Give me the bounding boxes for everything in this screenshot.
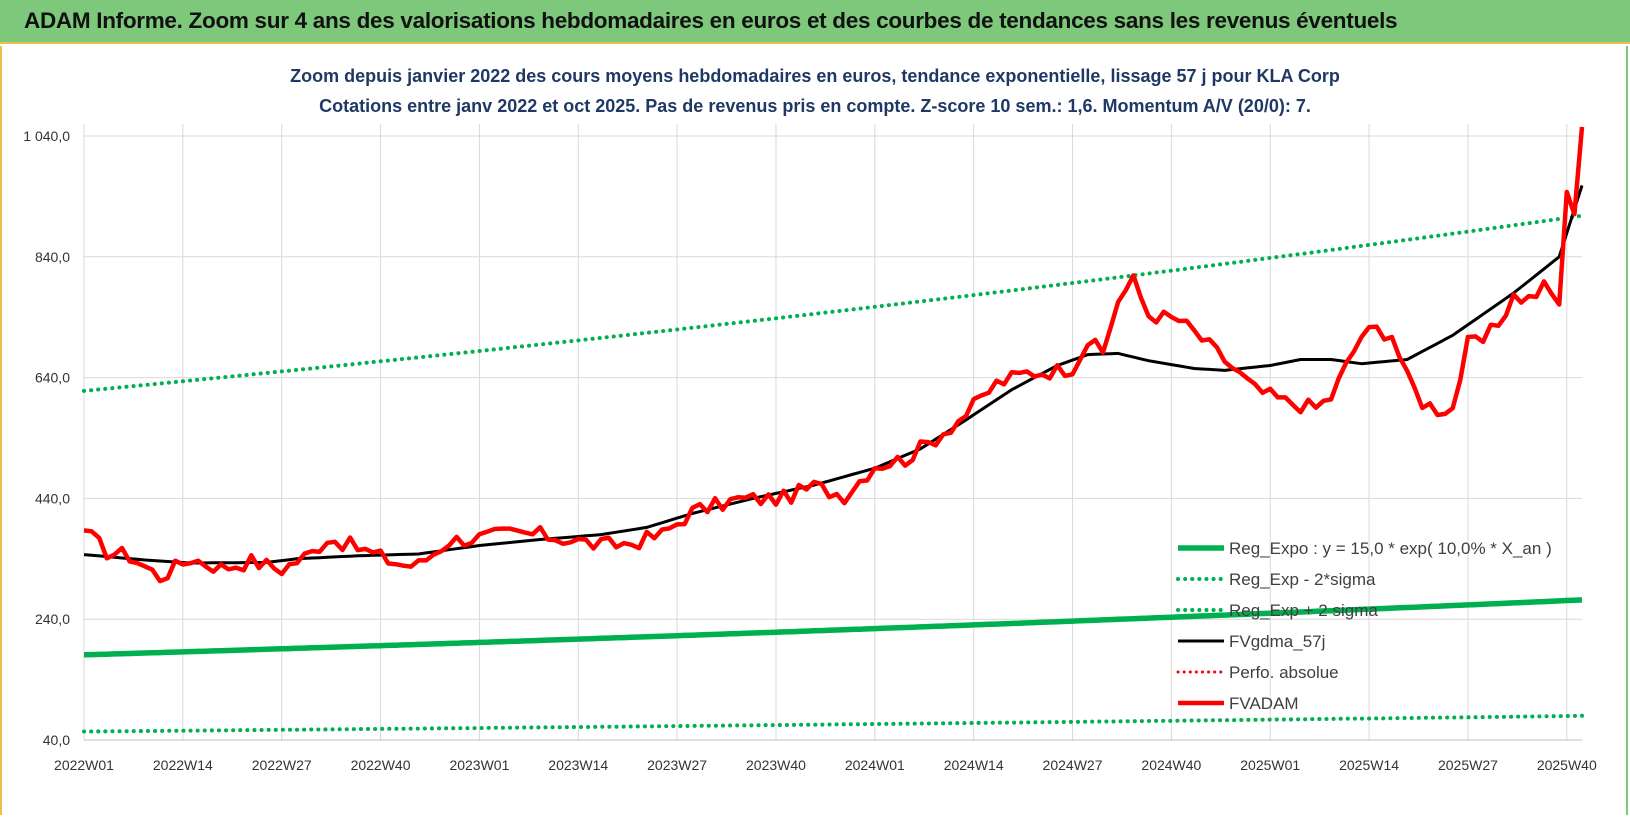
legend: Reg_Expo : y = 15,0 * exp( 10,0% * X_an … — [1176, 539, 1552, 713]
y-tick-label: 40,0 — [43, 732, 70, 748]
x-tick-label: 2025W14 — [1339, 757, 1399, 773]
fvadam-line — [83, 126, 1585, 584]
x-tick-label: 2025W27 — [1438, 757, 1498, 773]
x-tick-label: 2022W14 — [153, 757, 213, 773]
chart-subtitle: Cotations entre janv 2022 et oct 2025. P… — [319, 96, 1311, 116]
x-tick-label: 2023W40 — [746, 757, 806, 773]
x-tick-label: 2024W40 — [1141, 757, 1201, 773]
series-group — [82, 126, 1585, 734]
legend-label: FVADAM — [1229, 694, 1299, 713]
legend-label: Reg_Exp + 2 sigma — [1229, 601, 1378, 620]
y-axis: 40,0 240,0 440,0 640,0 840,0 1 040,0 — [23, 128, 70, 748]
x-tick-label: 2023W01 — [449, 757, 509, 773]
frame-border-right — [1626, 46, 1628, 815]
y-tick-label: 440,0 — [35, 490, 70, 506]
legend-label: Perfo. absolue — [1229, 663, 1339, 682]
reg-exp-plus-2sigma-line — [82, 213, 1584, 393]
x-tick-label: 2025W40 — [1537, 757, 1597, 773]
legend-label: Reg_Expo : y = 15,0 * exp( 10,0% * X_an … — [1229, 539, 1552, 558]
x-tick-label: 2023W14 — [548, 757, 608, 773]
x-tick-label: 2023W27 — [647, 757, 707, 773]
legend-label: FVgdma_57j — [1229, 632, 1325, 651]
reg-expo-line — [83, 597, 1583, 658]
x-tick-label: 2022W27 — [252, 757, 312, 773]
frame-border-left — [0, 46, 2, 815]
y-tick-label: 240,0 — [35, 611, 70, 627]
banner: ADAM Informe. Zoom sur 4 ans des valoris… — [0, 0, 1630, 44]
x-tick-label: 2024W01 — [845, 757, 905, 773]
x-tick-label: 2022W40 — [351, 757, 411, 773]
y-tick-label: 1 040,0 — [23, 128, 70, 144]
y-tick-label: 640,0 — [35, 370, 70, 386]
y-tick-label: 840,0 — [35, 249, 70, 265]
line-chart: Zoom depuis janvier 2022 des cours moyen… — [23, 66, 1597, 773]
fvgdma-57j-line — [83, 185, 1584, 565]
chart-title: Zoom depuis janvier 2022 des cours moyen… — [290, 66, 1340, 86]
x-tick-label: 2024W14 — [944, 757, 1004, 773]
legend-label: Reg_Exp - 2*sigma — [1229, 570, 1376, 589]
banner-title: ADAM Informe. Zoom sur 4 ans des valoris… — [24, 8, 1398, 33]
chart-area: Zoom depuis janvier 2022 des cours moyen… — [0, 46, 1630, 815]
x-tick-label: 2024W27 — [1043, 757, 1103, 773]
x-tick-label: 2025W01 — [1240, 757, 1300, 773]
reg-exp-minus-2sigma-line — [82, 713, 1584, 734]
x-tick-label: 2022W01 — [54, 757, 114, 773]
x-axis: 2022W01 2022W14 2022W27 2022W40 2023W01 2023W… — [54, 757, 1597, 773]
